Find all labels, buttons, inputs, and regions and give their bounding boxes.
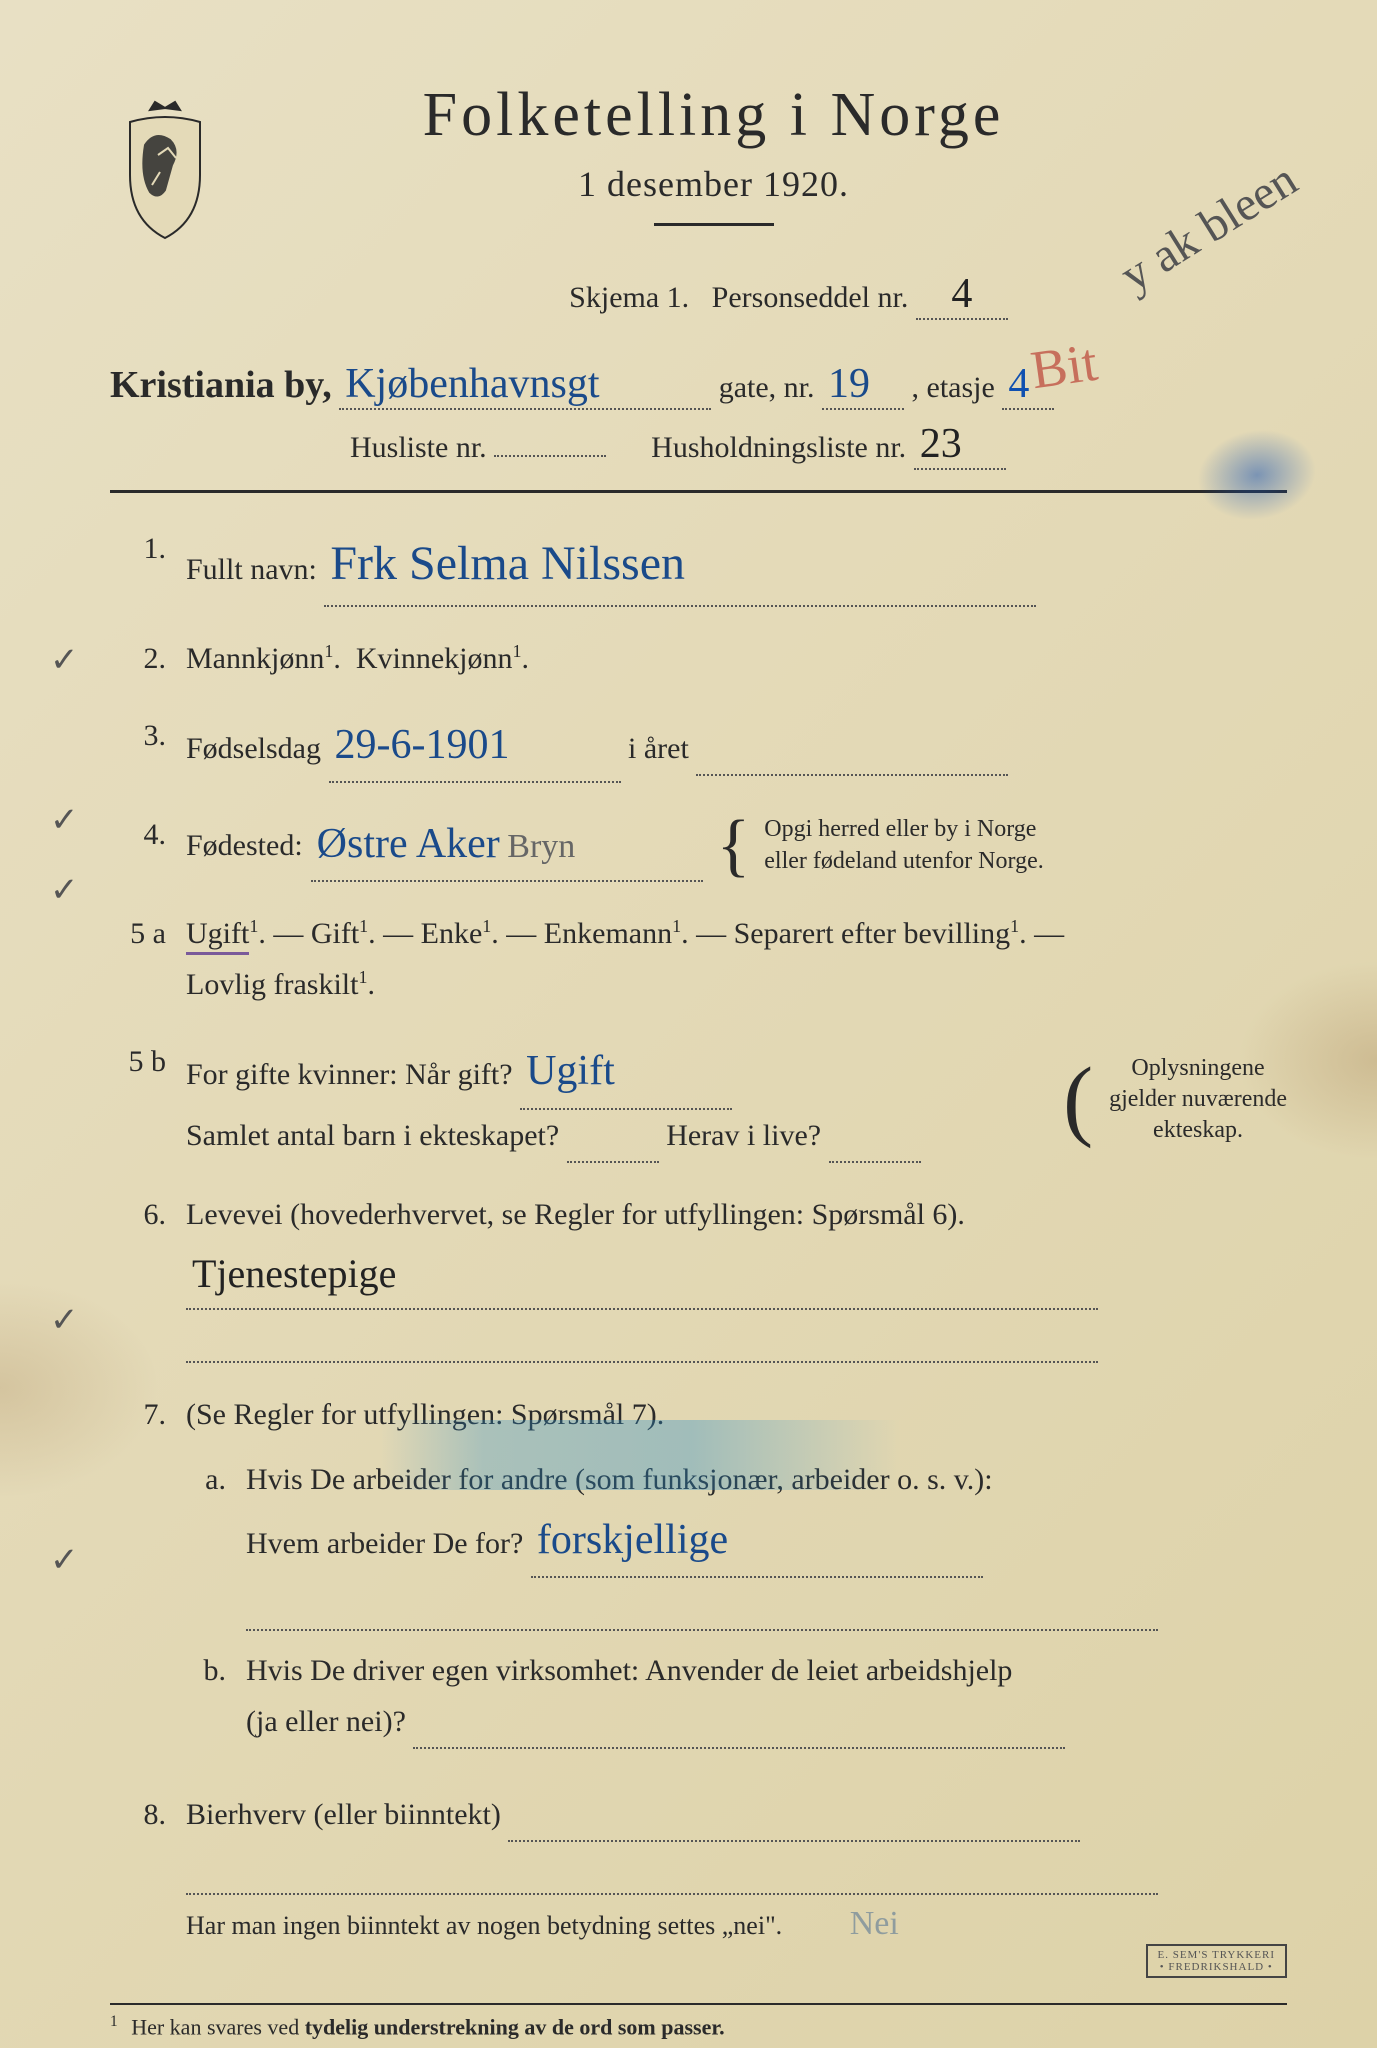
paper-stain bbox=[1237, 960, 1377, 1160]
q4-note: Opgi herred eller by i Norge eller fødel… bbox=[764, 814, 1043, 876]
printer-stamp: E. SEM'S TRYKKERI • FREDRIKSHALD • bbox=[1146, 1944, 1288, 1978]
footnote-number: 1 bbox=[110, 2013, 118, 2030]
street-name: Kjøbenhavnsgt bbox=[345, 361, 599, 407]
birthdate-value: 29-6-1901 bbox=[335, 722, 510, 768]
question-number: 5 a bbox=[110, 908, 166, 1010]
check-mark: ✓ bbox=[50, 1540, 79, 1580]
q4-label: Fødested: bbox=[186, 820, 303, 871]
full-name-value: Frk Selma Nilssen bbox=[330, 537, 685, 590]
q5a-ugift: Ugift bbox=[186, 917, 249, 955]
q3-suffix: i året bbox=[628, 732, 689, 765]
city-label: Kristiania by, bbox=[110, 364, 332, 406]
gate-number: 19 bbox=[828, 361, 870, 407]
birthplace-value: Østre Aker bbox=[317, 821, 500, 867]
q8-label: Bierhverv (eller biinntekt) bbox=[186, 1798, 501, 1831]
question-4: 4. Fødested: Østre Aker Bryn { Opgi herr… bbox=[110, 809, 1287, 882]
question-number: 2. bbox=[110, 633, 166, 684]
personseddel-label: Personseddel nr. bbox=[712, 281, 909, 314]
personseddel-number: 4 bbox=[951, 271, 972, 317]
q7a-line2: Hvem arbeider De for? bbox=[246, 1527, 523, 1560]
husholdning-label: Husholdningsliste nr. bbox=[651, 431, 906, 464]
question-number: 1. bbox=[110, 523, 166, 607]
brace-icon: ( bbox=[1063, 1068, 1093, 1131]
q5a-enke: Enke bbox=[421, 917, 483, 950]
red-annotation: Bit bbox=[1027, 331, 1101, 402]
husliste-label: Husliste nr. bbox=[350, 431, 487, 464]
q5a-fraskilt: Lovlig fraskilt bbox=[186, 968, 358, 1001]
check-mark: ✓ bbox=[50, 1300, 79, 1340]
title-rule bbox=[654, 223, 774, 226]
form-header: Folketelling i Norge 1 desember 1920. bbox=[110, 80, 1287, 240]
q5b-label1: For gifte kvinner: Når gift? bbox=[186, 1058, 513, 1091]
form-title: Folketelling i Norge bbox=[260, 80, 1167, 151]
question-5b: 5 b For gifte kvinner: Når gift? Ugift S… bbox=[110, 1036, 1287, 1162]
footnote-text-a: Her kan svares ved bbox=[131, 2014, 305, 2039]
city-line: Kristiania by, Kjøbenhavnsgt gate, nr. 1… bbox=[110, 360, 1287, 410]
schema-label: Skjema 1. bbox=[569, 281, 689, 314]
brace-icon: { bbox=[717, 821, 751, 870]
birthplace-pencil: Bryn bbox=[507, 828, 575, 865]
paper-stain bbox=[0, 1278, 160, 1498]
check-mark: ✓ bbox=[50, 870, 79, 910]
question-number: 4. bbox=[110, 809, 166, 882]
gate-label: gate, nr. bbox=[719, 371, 815, 404]
q2-male: Mannkjønn bbox=[186, 642, 324, 675]
question-1: 1. Fullt navn: Frk Selma Nilssen bbox=[110, 523, 1287, 607]
sub-number: a. bbox=[186, 1454, 226, 1631]
census-form-page: y ak bleen Bit Folketelling i Norge 1 de… bbox=[0, 0, 1377, 2048]
q1-label: Fullt navn: bbox=[186, 553, 317, 586]
etasje-number: 4 bbox=[1008, 361, 1029, 407]
husholdning-number: 23 bbox=[920, 421, 962, 467]
q3-label: Fødselsdag bbox=[186, 732, 321, 765]
footnote-text-b: tydelig understrekning av de ord som pas… bbox=[305, 2014, 725, 2039]
sub-number: b. bbox=[186, 1645, 226, 1749]
ink-smear bbox=[380, 1420, 900, 1490]
q5b-value: Ugift bbox=[526, 1048, 615, 1094]
question-3: 3. Fødselsdag 29-6-1901 i året bbox=[110, 710, 1287, 783]
q5a-enkemann: Enkemann bbox=[544, 917, 672, 950]
q8-note: Har man ingen biinntekt av nogen betydni… bbox=[186, 1911, 782, 1940]
q5a-gift: Gift bbox=[311, 917, 359, 950]
husliste-line: Husliste nr. Husholdningsliste nr. 23 bbox=[110, 420, 1287, 470]
occupation-value: Tjenestepige bbox=[192, 1251, 396, 1296]
q7b-line2: (ja eller nei)? bbox=[246, 1705, 406, 1738]
schema-line: Skjema 1. Personseddel nr. 4 bbox=[110, 270, 1287, 320]
question-6: 6. Levevei (hovederhvervet, se Regler fo… bbox=[110, 1189, 1287, 1363]
question-number: 3. bbox=[110, 710, 166, 783]
q5a-separert: Separert efter bevilling bbox=[734, 917, 1011, 950]
title-block: Folketelling i Norge 1 desember 1920. bbox=[260, 80, 1287, 226]
q6-label: Levevei (hovederhvervet, se Regler for u… bbox=[186, 1198, 965, 1231]
q5b-label2: Samlet antal barn i ekteskapet? bbox=[186, 1119, 559, 1152]
question-5a: 5 a Ugift1. — Gift1. — Enke1. — Enkemann… bbox=[110, 908, 1287, 1010]
question-2: 2. Mannkjønn1. Kvinnekjønn1. bbox=[110, 633, 1287, 684]
coat-of-arms-icon bbox=[110, 100, 220, 240]
question-8: 8. Bierhverv (eller biinntekt) Har man i… bbox=[110, 1789, 1287, 1953]
q7b-line1: Hvis De driver egen virksomhet: Anvender… bbox=[246, 1654, 1012, 1687]
etasje-label: , etasje bbox=[912, 371, 995, 404]
q8-value: Nei bbox=[850, 1905, 899, 1942]
footnote: 1 Her kan svares ved tydelig understrekn… bbox=[110, 2003, 1287, 2040]
q5b-label3: Herav i live? bbox=[666, 1119, 821, 1152]
ink-smear bbox=[1190, 420, 1324, 529]
check-mark: ✓ bbox=[50, 640, 79, 680]
form-subtitle: 1 desember 1920. bbox=[260, 163, 1167, 205]
divider-rule bbox=[110, 490, 1287, 493]
q2-female: Kvinnekjønn bbox=[356, 642, 513, 675]
employer-value: forskjellige bbox=[537, 1517, 728, 1563]
question-number: 5 b bbox=[110, 1036, 166, 1162]
check-mark: ✓ bbox=[50, 800, 79, 840]
question-number: 8. bbox=[110, 1789, 166, 1953]
